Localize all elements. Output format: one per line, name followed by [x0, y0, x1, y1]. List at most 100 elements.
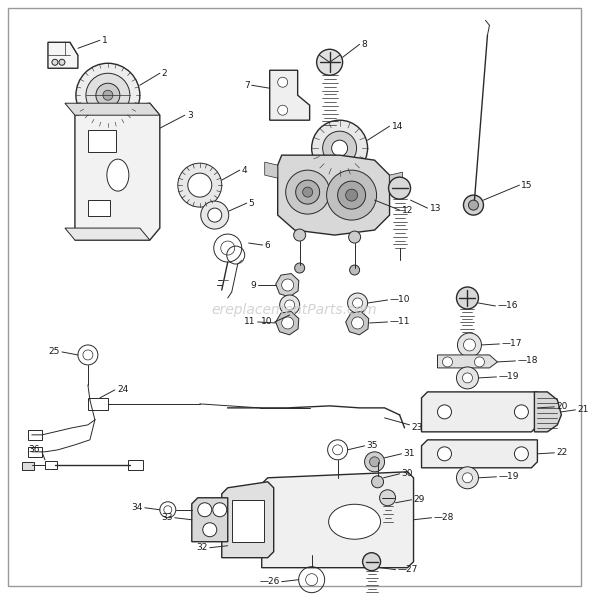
Bar [28, 430, 42, 440]
Polygon shape [48, 42, 78, 68]
Text: 32: 32 [196, 544, 208, 552]
Circle shape [352, 317, 363, 329]
Text: 20: 20 [556, 402, 568, 412]
Polygon shape [265, 162, 278, 178]
Circle shape [203, 523, 217, 537]
Circle shape [86, 73, 130, 117]
Text: 10: 10 [261, 317, 273, 327]
Polygon shape [389, 172, 402, 188]
Text: 35: 35 [366, 441, 378, 450]
Circle shape [213, 503, 227, 517]
Polygon shape [421, 392, 537, 432]
Text: 22: 22 [556, 448, 568, 457]
Circle shape [464, 195, 483, 215]
Circle shape [281, 279, 294, 291]
Polygon shape [262, 472, 414, 568]
Text: —17: —17 [502, 339, 522, 349]
Circle shape [457, 367, 478, 389]
Text: —18: —18 [517, 356, 538, 365]
Text: —26: —26 [260, 577, 280, 586]
Text: 21: 21 [578, 405, 589, 415]
Text: 30: 30 [402, 469, 413, 478]
Text: —27: —27 [398, 565, 418, 574]
Polygon shape [65, 103, 160, 115]
Bar [45, 461, 57, 469]
Circle shape [285, 300, 294, 310]
Text: 36: 36 [28, 446, 40, 454]
Polygon shape [276, 311, 299, 335]
Polygon shape [276, 274, 299, 297]
Polygon shape [278, 155, 389, 235]
Circle shape [349, 231, 360, 243]
Circle shape [286, 170, 330, 214]
Ellipse shape [329, 504, 381, 539]
Circle shape [59, 59, 65, 65]
Circle shape [438, 405, 451, 419]
Text: 34: 34 [132, 503, 143, 512]
Circle shape [76, 64, 140, 127]
Circle shape [457, 333, 481, 357]
Circle shape [323, 131, 356, 165]
Circle shape [303, 187, 313, 197]
Circle shape [96, 83, 120, 107]
Circle shape [278, 105, 288, 115]
Circle shape [369, 457, 379, 467]
Circle shape [52, 59, 58, 65]
Circle shape [337, 181, 366, 209]
Text: 15: 15 [522, 181, 533, 189]
Text: 11: 11 [244, 317, 255, 327]
Circle shape [379, 490, 395, 505]
Text: 31: 31 [404, 449, 415, 459]
Circle shape [363, 552, 381, 571]
Circle shape [442, 357, 453, 367]
Polygon shape [65, 228, 150, 240]
Circle shape [464, 339, 476, 351]
Bar [22, 462, 34, 470]
Circle shape [178, 163, 222, 207]
Bar [232, 500, 264, 542]
Circle shape [198, 503, 212, 517]
Polygon shape [75, 103, 160, 240]
Text: 33: 33 [161, 513, 173, 522]
Circle shape [514, 447, 529, 461]
Circle shape [317, 49, 343, 75]
Bar [28, 447, 42, 457]
Circle shape [208, 208, 222, 222]
Circle shape [365, 452, 385, 472]
Text: 24: 24 [117, 386, 128, 394]
Circle shape [278, 77, 288, 87]
Text: 12: 12 [402, 206, 413, 214]
Text: —10: —10 [389, 295, 410, 305]
Text: 4: 4 [242, 166, 247, 175]
Circle shape [281, 317, 294, 329]
Circle shape [438, 447, 451, 461]
Text: 9: 9 [250, 280, 255, 289]
Bar [88, 200, 110, 216]
Circle shape [372, 476, 384, 488]
Text: 8: 8 [362, 40, 368, 49]
Text: —19: —19 [499, 472, 519, 481]
Polygon shape [421, 440, 537, 468]
Bar [88, 130, 116, 152]
Text: —11: —11 [389, 317, 410, 327]
Polygon shape [346, 311, 369, 335]
Circle shape [294, 229, 306, 241]
Text: 14: 14 [392, 122, 403, 131]
Text: 6: 6 [265, 241, 270, 249]
Text: 23: 23 [412, 424, 423, 432]
Text: —16: —16 [497, 302, 518, 311]
Bar [128, 460, 143, 470]
Polygon shape [222, 482, 274, 558]
Text: 7: 7 [244, 81, 250, 90]
Circle shape [457, 467, 478, 489]
Circle shape [463, 473, 473, 483]
Polygon shape [438, 355, 497, 368]
Circle shape [389, 177, 411, 199]
Circle shape [103, 90, 113, 100]
Circle shape [350, 265, 359, 275]
Polygon shape [192, 498, 228, 542]
Circle shape [346, 189, 358, 201]
Circle shape [514, 405, 529, 419]
Text: 13: 13 [430, 204, 441, 213]
Circle shape [332, 140, 348, 156]
